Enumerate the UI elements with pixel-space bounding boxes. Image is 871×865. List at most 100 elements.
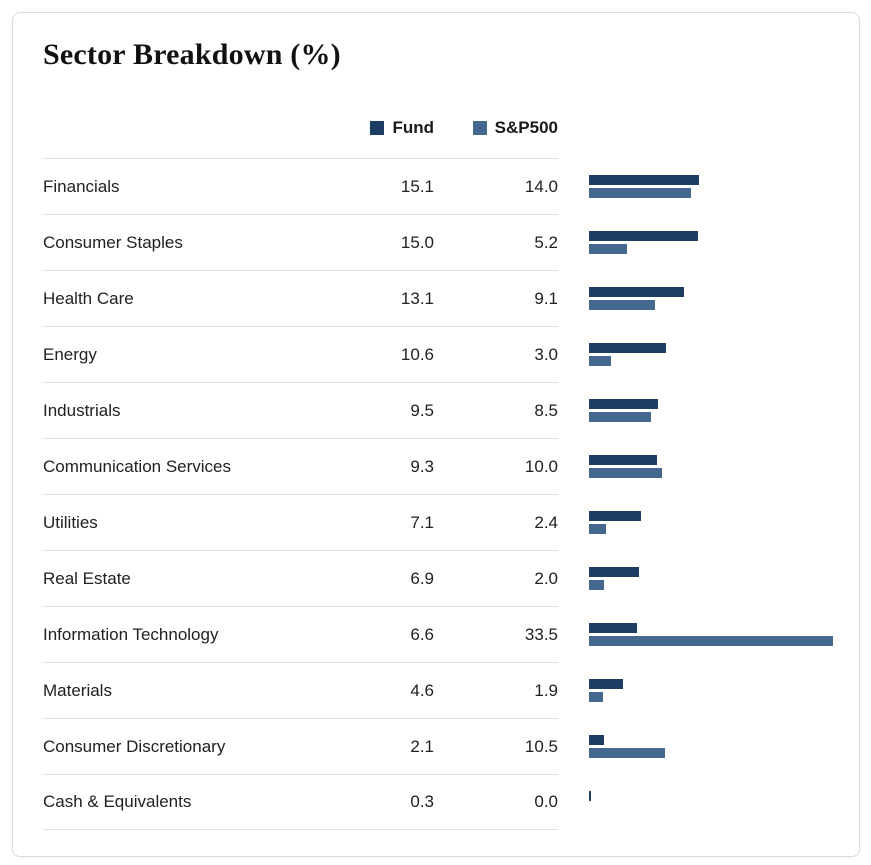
sp500-bar bbox=[589, 411, 651, 422]
sp500-bar bbox=[589, 467, 662, 478]
legend-item-sp500: S&P500 bbox=[472, 118, 558, 138]
sp500-value: 0.0 bbox=[534, 792, 558, 811]
sector-row: Cash & Equivalents 0.3 0.0 bbox=[43, 774, 859, 830]
fund-bar bbox=[589, 734, 604, 745]
row-bars bbox=[558, 550, 859, 606]
sp500-bar bbox=[589, 635, 833, 646]
sp500-value: 10.5 bbox=[524, 736, 558, 756]
row-bars bbox=[558, 662, 859, 718]
sector-row: Consumer Discretionary 2.1 10.5 bbox=[43, 718, 859, 774]
fund-bar bbox=[589, 286, 684, 297]
sp500-bar bbox=[589, 243, 627, 254]
sector-row-table: Financials 15.1 14.0 bbox=[43, 158, 558, 214]
row-bars bbox=[558, 718, 859, 774]
legend-item-fund: Fund bbox=[370, 118, 434, 138]
sector-row-table: Consumer Discretionary 2.1 10.5 bbox=[43, 718, 558, 774]
sector-row: Materials 4.6 1.9 bbox=[43, 662, 859, 718]
row-bars bbox=[558, 774, 859, 830]
row-bars bbox=[558, 494, 859, 550]
sector-label: Materials bbox=[43, 680, 112, 700]
fund-value: 15.1 bbox=[400, 176, 434, 196]
sector-row-table: Industrials 9.5 8.5 bbox=[43, 382, 558, 438]
sp500-bar bbox=[589, 523, 606, 534]
fund-bar bbox=[589, 566, 639, 577]
legend-label-fund: Fund bbox=[392, 118, 434, 137]
fund-bar bbox=[589, 230, 698, 241]
sector-row-table: Information Technology 6.6 33.5 bbox=[43, 606, 558, 662]
fund-bar bbox=[589, 174, 699, 185]
page-title: Sector Breakdown (%) bbox=[43, 38, 341, 71]
sp500-value: 10.0 bbox=[524, 456, 558, 476]
sector-row: Consumer Staples 15.0 5.2 bbox=[43, 214, 859, 270]
sector-row: Energy 10.6 3.0 bbox=[43, 326, 859, 382]
fund-value: 7.1 bbox=[410, 512, 434, 532]
legend-label-sp500: S&P500 bbox=[494, 118, 558, 137]
sp500-bar bbox=[589, 579, 604, 590]
fund-value: 4.6 bbox=[410, 680, 434, 700]
sector-label: Consumer Staples bbox=[43, 232, 183, 252]
sp500-value: 3.0 bbox=[534, 344, 558, 364]
fund-bar bbox=[589, 790, 591, 801]
legend-cell-fund: Fund bbox=[344, 118, 434, 138]
legend-cell-sp500: S&P500 bbox=[434, 118, 558, 138]
fund-bar bbox=[589, 678, 623, 689]
legend: Fund S&P500 bbox=[43, 118, 859, 138]
sector-row: Real Estate 6.9 2.0 bbox=[43, 550, 859, 606]
legend-swatch-fund-icon bbox=[370, 121, 385, 135]
fund-value: 10.6 bbox=[400, 344, 434, 364]
fund-bar bbox=[589, 454, 657, 465]
fund-bar bbox=[589, 342, 666, 353]
sp500-value: 2.0 bbox=[534, 568, 558, 588]
fund-bar bbox=[589, 622, 637, 633]
sp500-value: 33.5 bbox=[524, 624, 558, 644]
sector-row-table: Health Care 13.1 9.1 bbox=[43, 270, 558, 326]
sector-label: Real Estate bbox=[43, 568, 131, 588]
sp500-bar bbox=[589, 299, 655, 310]
fund-bar bbox=[589, 510, 641, 521]
fund-value: 6.9 bbox=[410, 568, 434, 588]
sp500-bar bbox=[589, 187, 691, 198]
sp500-value: 8.5 bbox=[534, 400, 558, 420]
sector-row-table: Real Estate 6.9 2.0 bbox=[43, 550, 558, 606]
sector-row-table: Energy 10.6 3.0 bbox=[43, 326, 558, 382]
sector-row-table: Materials 4.6 1.9 bbox=[43, 662, 558, 718]
row-bars bbox=[558, 214, 859, 270]
sp500-bar bbox=[589, 691, 603, 702]
sp500-value: 1.9 bbox=[534, 680, 558, 700]
fund-value: 13.1 bbox=[400, 288, 434, 308]
sector-row: Health Care 13.1 9.1 bbox=[43, 270, 859, 326]
sector-rows: Financials 15.1 14.0 Consumer Staples 15.0 5.… bbox=[43, 158, 859, 830]
sp500-bar bbox=[589, 355, 611, 366]
sector-label: Industrials bbox=[43, 400, 121, 420]
sector-row: Industrials 9.5 8.5 bbox=[43, 382, 859, 438]
sp500-value: 2.4 bbox=[534, 512, 558, 532]
fund-value: 0.3 bbox=[410, 792, 434, 811]
sector-row: Financials 15.1 14.0 bbox=[43, 158, 859, 214]
sector-label: Information Technology bbox=[43, 624, 219, 644]
sector-label: Communication Services bbox=[43, 456, 232, 476]
sector-row: Communication Services 9.3 10.0 bbox=[43, 438, 859, 494]
row-bars bbox=[558, 382, 859, 438]
fund-value: 9.5 bbox=[410, 400, 434, 420]
sector-row-table: Cash & Equivalents 0.3 0.0 bbox=[43, 774, 558, 830]
sector-row-table: Communication Services 9.3 10.0 bbox=[43, 438, 558, 494]
fund-value: 15.0 bbox=[400, 232, 434, 252]
legend-swatch-sp500-icon bbox=[472, 121, 487, 135]
sp500-bar bbox=[589, 747, 665, 758]
sector-label: Utilities bbox=[43, 512, 98, 532]
sector-breakdown-card: Sector Breakdown (%) Fund S&P500 Financi… bbox=[12, 12, 860, 857]
sector-label: Consumer Discretionary bbox=[43, 736, 226, 756]
fund-value: 6.6 bbox=[410, 624, 434, 644]
row-bars bbox=[558, 270, 859, 326]
fund-bar bbox=[589, 398, 658, 409]
sector-label: Energy bbox=[43, 344, 97, 364]
sector-row: Information Technology 6.6 33.5 bbox=[43, 606, 859, 662]
sp500-value: 14.0 bbox=[524, 176, 558, 196]
fund-value: 9.3 bbox=[410, 456, 434, 476]
row-bars bbox=[558, 158, 859, 214]
sp500-value: 9.1 bbox=[534, 288, 558, 308]
sector-label: Health Care bbox=[43, 288, 134, 308]
sector-row-table: Utilities 7.1 2.4 bbox=[43, 494, 558, 550]
row-bars bbox=[558, 326, 859, 382]
